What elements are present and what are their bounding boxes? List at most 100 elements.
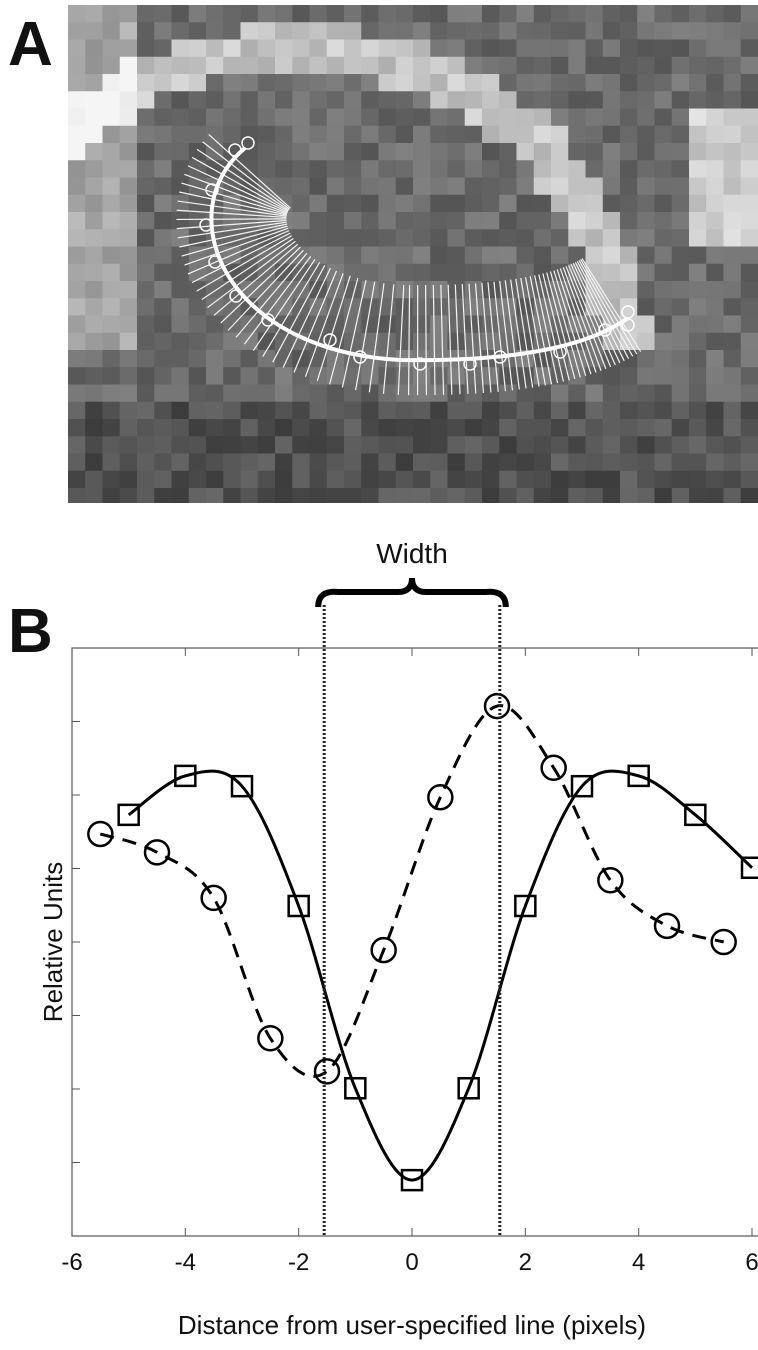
image-pixel xyxy=(327,316,345,334)
panel-label: A xyxy=(8,10,53,79)
image-pixel xyxy=(137,91,155,109)
image-pixel xyxy=(379,5,397,23)
image-pixel xyxy=(344,229,362,247)
image-pixel xyxy=(620,367,638,385)
image-pixel xyxy=(465,5,483,23)
image-pixel xyxy=(292,212,310,230)
image-pixel xyxy=(258,419,276,437)
image-pixel xyxy=(206,385,224,403)
image-pixel xyxy=(292,40,310,58)
image-pixel xyxy=(482,419,500,437)
image-pixel xyxy=(551,22,569,40)
image-pixel xyxy=(154,178,172,196)
image-pixel xyxy=(637,333,655,351)
image-pixel xyxy=(482,436,500,454)
image-pixel xyxy=(275,454,293,472)
image-pixel xyxy=(154,402,172,420)
image-pixel xyxy=(724,316,742,334)
plot-frame xyxy=(72,648,758,1236)
image-pixel xyxy=(68,264,86,282)
image-pixel xyxy=(103,471,121,489)
image-pixel xyxy=(672,264,690,282)
image-pixel xyxy=(361,5,379,23)
image-pixel xyxy=(120,143,138,161)
image-pixel xyxy=(551,160,569,178)
image-pixel xyxy=(741,22,758,40)
image-pixel xyxy=(154,264,172,282)
image-pixel xyxy=(292,178,310,196)
image-pixel xyxy=(396,264,414,282)
image-pixel xyxy=(241,419,259,437)
image-pixel xyxy=(379,229,397,247)
image-pixel xyxy=(689,298,707,316)
image-pixel xyxy=(603,367,621,385)
image-pixel xyxy=(85,247,103,265)
image-pixel xyxy=(379,22,397,40)
image-pixel xyxy=(551,40,569,58)
image-pixel xyxy=(430,126,448,144)
image-pixel xyxy=(189,40,207,58)
image-pixel xyxy=(189,91,207,109)
image-pixel xyxy=(85,40,103,58)
image-pixel xyxy=(620,454,638,472)
image-pixel xyxy=(465,126,483,144)
image-pixel xyxy=(655,350,673,368)
image-pixel xyxy=(120,126,138,144)
image-pixel xyxy=(724,471,742,489)
image-pixel xyxy=(103,126,121,144)
image-pixel xyxy=(85,212,103,230)
image-pixel xyxy=(568,109,586,127)
image-pixel xyxy=(137,367,155,385)
image-pixel xyxy=(586,74,604,92)
image-pixel xyxy=(85,316,103,334)
image-pixel xyxy=(275,385,293,403)
image-pixel xyxy=(189,160,207,178)
image-pixel xyxy=(120,385,138,403)
image-pixel xyxy=(137,298,155,316)
image-pixel xyxy=(344,5,362,23)
image-pixel xyxy=(551,5,569,23)
image-pixel xyxy=(241,471,259,489)
image-pixel xyxy=(120,22,138,40)
image-pixel xyxy=(275,5,293,23)
image-pixel xyxy=(223,402,241,420)
image-pixel xyxy=(430,22,448,40)
image-pixel xyxy=(706,195,724,213)
image-pixel xyxy=(586,40,604,58)
image-pixel xyxy=(551,74,569,92)
image-pixel xyxy=(413,402,431,420)
image-pixel xyxy=(517,454,535,472)
image-pixel xyxy=(103,229,121,247)
image-pixel xyxy=(103,74,121,92)
image-pixel xyxy=(741,385,758,403)
image-pixel xyxy=(120,178,138,196)
image-pixel xyxy=(655,298,673,316)
image-pixel xyxy=(568,402,586,420)
image-pixel xyxy=(154,91,172,109)
image-pixel xyxy=(534,385,552,403)
image-pixel xyxy=(482,160,500,178)
image-pixel xyxy=(396,454,414,472)
image-pixel xyxy=(361,488,379,503)
image-pixel xyxy=(120,281,138,299)
image-pixel xyxy=(154,74,172,92)
image-pixel xyxy=(396,178,414,196)
image-pixel xyxy=(103,419,121,437)
image-pixel xyxy=(68,333,86,351)
image-pixel xyxy=(379,385,397,403)
series-line xyxy=(100,706,723,1077)
image-pixel xyxy=(292,143,310,161)
image-pixel xyxy=(103,160,121,178)
image-pixel xyxy=(430,298,448,316)
image-pixel xyxy=(396,212,414,230)
image-pixel xyxy=(672,402,690,420)
image-pixel xyxy=(637,316,655,334)
image-pixel xyxy=(724,229,742,247)
image-pixel xyxy=(741,40,758,58)
image-pixel xyxy=(448,74,466,92)
image-pixel xyxy=(741,281,758,299)
image-pixel xyxy=(620,160,638,178)
image-pixel xyxy=(482,402,500,420)
image-pixel xyxy=(361,212,379,230)
image-pixel xyxy=(689,402,707,420)
